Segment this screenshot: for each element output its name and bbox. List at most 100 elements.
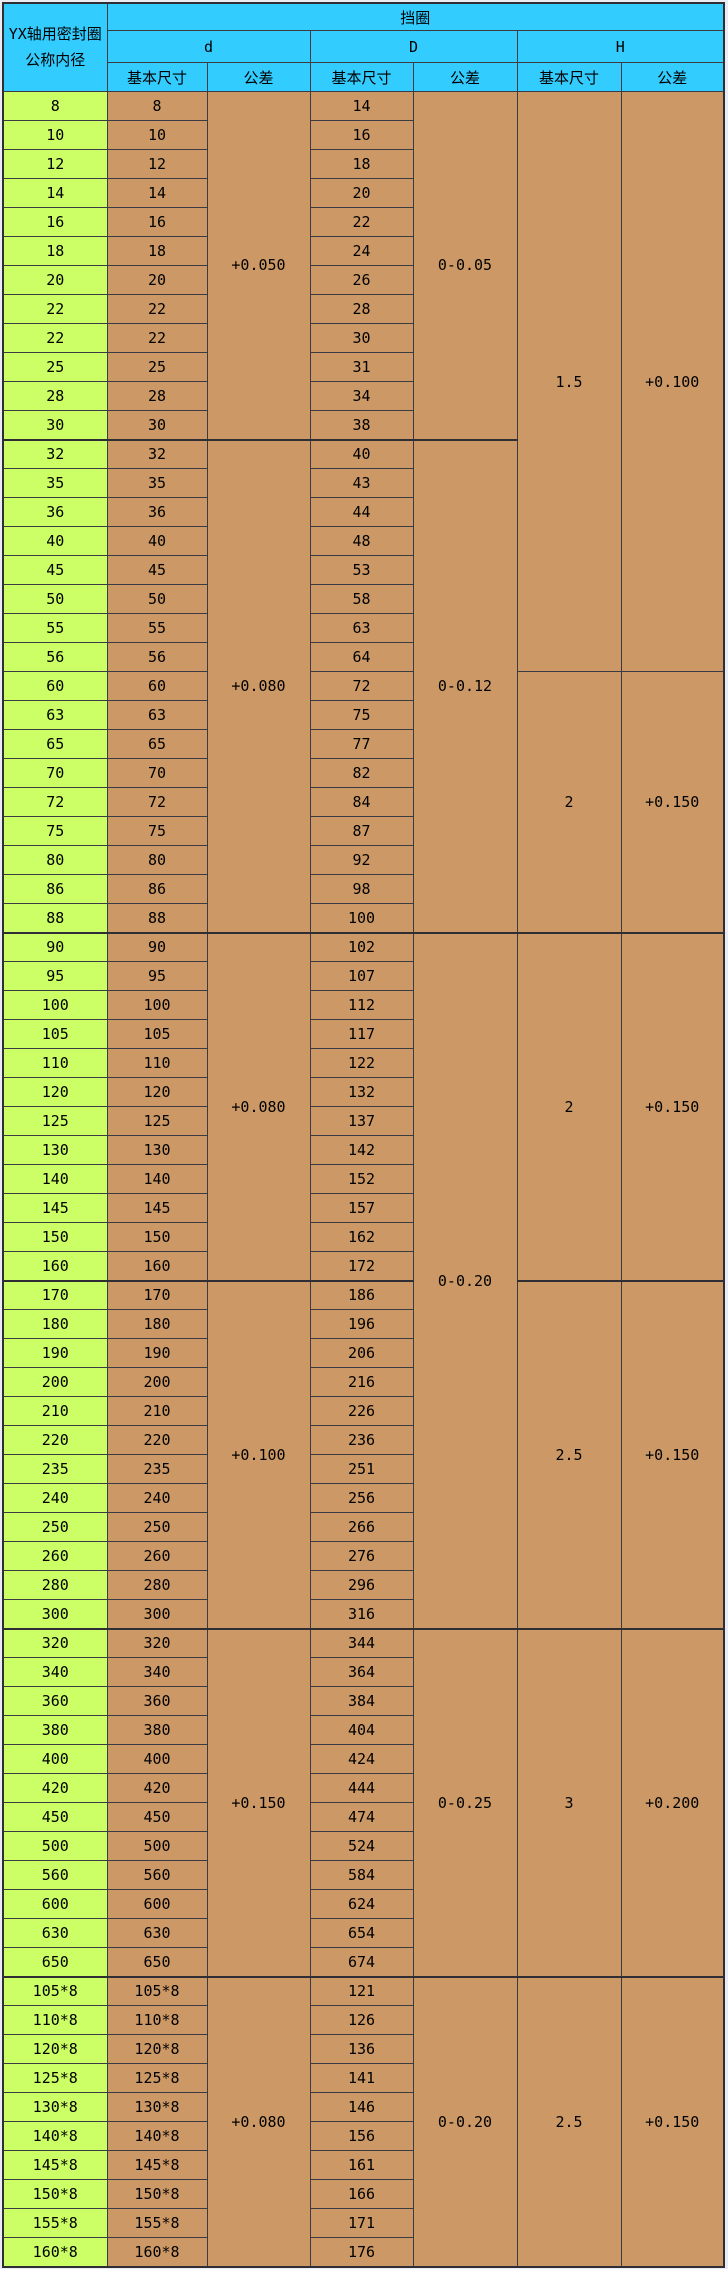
D-basic-size-cell: 112 bbox=[309, 990, 414, 1020]
D-basic-size-cell: 53 bbox=[309, 555, 414, 585]
D-basic-size-cell: 28 bbox=[309, 294, 414, 324]
d-basic-size-cell: 360 bbox=[106, 1686, 208, 1716]
nominal-diameter-cell: 170 bbox=[2, 1279, 108, 1310]
nominal-diameter-cell: 630 bbox=[2, 1918, 108, 1948]
d-basic-size-cell: 80 bbox=[106, 845, 208, 875]
nominal-diameter-cell: 40 bbox=[2, 526, 108, 556]
d-basic-size-cell: 72 bbox=[106, 787, 208, 817]
subheader-D-basic: 基本尺寸 bbox=[309, 62, 414, 92]
D-basic-size-cell: 226 bbox=[309, 1396, 414, 1426]
table-row: 14 14 20 bbox=[2, 178, 724, 208]
nominal-diameter-cell: 500 bbox=[2, 1831, 108, 1861]
d-basic-size-cell: 55 bbox=[106, 613, 208, 643]
subheader-d-tolerance: 公差 bbox=[206, 62, 311, 92]
H-basic-size-cell: 2.5 bbox=[516, 1975, 622, 2267]
table-row: 86 86 98 bbox=[2, 874, 724, 904]
subheader-d-basic: 基本尺寸 bbox=[106, 62, 208, 92]
table-row: 65 65 77 bbox=[2, 729, 724, 759]
d-basic-size-cell: 45 bbox=[106, 555, 208, 585]
table-row: 380 380 404 bbox=[2, 1715, 724, 1745]
nominal-diameter-cell: 50 bbox=[2, 584, 108, 614]
d-basic-size-cell: 200 bbox=[106, 1367, 208, 1397]
table-row: 10 10 16 bbox=[2, 120, 724, 150]
d-tolerance-cell: +0.100 bbox=[206, 1279, 311, 1629]
D-basic-size-cell: 40 bbox=[309, 438, 414, 469]
table-row: 110 110 122 bbox=[2, 1048, 724, 1078]
nominal-diameter-cell: 45 bbox=[2, 555, 108, 585]
H-basic-size-cell: 3 bbox=[516, 1627, 622, 1977]
nominal-diameter-cell: 28 bbox=[2, 381, 108, 411]
d-basic-size-cell: 140*8 bbox=[106, 2121, 208, 2151]
D-basic-size-cell: 474 bbox=[309, 1802, 414, 1832]
nominal-diameter-cell: 120*8 bbox=[2, 2034, 108, 2064]
table-row: 40 40 48 bbox=[2, 526, 724, 556]
nominal-diameter-cell: 60 bbox=[2, 671, 108, 701]
d-basic-size-cell: 240 bbox=[106, 1483, 208, 1513]
D-basic-size-cell: 92 bbox=[309, 845, 414, 875]
nominal-diameter-cell: 650 bbox=[2, 1947, 108, 1977]
D-basic-size-cell: 162 bbox=[309, 1222, 414, 1252]
nominal-diameter-cell: 320 bbox=[2, 1627, 108, 1658]
nominal-diameter-cell: 130*8 bbox=[2, 2092, 108, 2122]
table-header: YX轴用密封圈 公称内径 挡圈 d D H 基本尺寸 公差 基本尺寸 公差 基本… bbox=[2, 2, 725, 92]
table-row: 180 180 196 bbox=[2, 1309, 724, 1339]
d-basic-size-cell: 110 bbox=[106, 1048, 208, 1078]
D-basic-size-cell: 136 bbox=[309, 2034, 414, 2064]
d-basic-size-cell: 120*8 bbox=[106, 2034, 208, 2064]
nominal-diameter-cell: 600 bbox=[2, 1889, 108, 1919]
nominal-diameter-cell: 72 bbox=[2, 787, 108, 817]
H-basic-size-cell: 1.5 bbox=[516, 91, 622, 672]
d-basic-size-cell: 420 bbox=[106, 1773, 208, 1803]
nominal-diameter-cell: 20 bbox=[2, 265, 108, 295]
D-basic-size-cell: 84 bbox=[309, 787, 414, 817]
d-basic-size-cell: 450 bbox=[106, 1802, 208, 1832]
D-basic-size-cell: 251 bbox=[309, 1454, 414, 1484]
nominal-diameter-cell: 63 bbox=[2, 700, 108, 730]
D-tolerance-cell: 0-0.20 bbox=[412, 931, 518, 1629]
section-header-d: d bbox=[106, 30, 311, 63]
table-row: 240 240 256 bbox=[2, 1483, 724, 1513]
d-basic-size-cell: 40 bbox=[106, 526, 208, 556]
D-basic-size-cell: 156 bbox=[309, 2121, 414, 2151]
table-row: 16 16 22 bbox=[2, 207, 724, 237]
D-basic-size-cell: 276 bbox=[309, 1541, 414, 1571]
d-tolerance-cell: +0.050 bbox=[206, 91, 311, 440]
H-basic-size-cell: 2 bbox=[516, 931, 622, 1281]
D-basic-size-cell: 72 bbox=[309, 671, 414, 701]
D-basic-size-cell: 196 bbox=[309, 1309, 414, 1339]
D-basic-size-cell: 316 bbox=[309, 1599, 414, 1629]
D-basic-size-cell: 44 bbox=[309, 497, 414, 527]
table-row: 420 420 444 bbox=[2, 1773, 724, 1803]
D-basic-size-cell: 674 bbox=[309, 1947, 414, 1977]
table-row: 235 235 251 bbox=[2, 1454, 724, 1484]
d-basic-size-cell: 210 bbox=[106, 1396, 208, 1426]
nominal-diameter-cell: 70 bbox=[2, 758, 108, 788]
d-basic-size-cell: 95 bbox=[106, 961, 208, 991]
nominal-diameter-cell: 340 bbox=[2, 1657, 108, 1687]
d-basic-size-cell: 235 bbox=[106, 1454, 208, 1484]
corner-header-line1: YX轴用密封圈 bbox=[8, 25, 102, 43]
D-basic-size-cell: 161 bbox=[309, 2150, 414, 2180]
d-basic-size-cell: 86 bbox=[106, 874, 208, 904]
D-basic-size-cell: 624 bbox=[309, 1889, 414, 1919]
D-basic-size-cell: 20 bbox=[309, 178, 414, 208]
table-row: 250 250 266 bbox=[2, 1512, 724, 1542]
H-tolerance-cell: +0.150 bbox=[620, 1279, 725, 1629]
nominal-diameter-cell: 145 bbox=[2, 1193, 108, 1223]
D-basic-size-cell: 236 bbox=[309, 1425, 414, 1455]
D-basic-size-cell: 132 bbox=[309, 1077, 414, 1107]
d-basic-size-cell: 14 bbox=[106, 178, 208, 208]
table-row: 60 60 72 2 +0.150 bbox=[2, 671, 725, 933]
table-row: 32 32 +0.080 40 0-0.12 bbox=[2, 438, 724, 933]
d-basic-size-cell: 190 bbox=[106, 1338, 208, 1368]
D-basic-size-cell: 121 bbox=[309, 1975, 414, 2006]
nominal-diameter-cell: 16 bbox=[2, 207, 108, 237]
nominal-diameter-cell: 145*8 bbox=[2, 2150, 108, 2180]
d-basic-size-cell: 10 bbox=[106, 120, 208, 150]
d-basic-size-cell: 600 bbox=[106, 1889, 208, 1919]
d-basic-size-cell: 8 bbox=[106, 91, 208, 121]
d-basic-size-cell: 20 bbox=[106, 265, 208, 295]
D-basic-size-cell: 48 bbox=[309, 526, 414, 556]
d-basic-size-cell: 12 bbox=[106, 149, 208, 179]
